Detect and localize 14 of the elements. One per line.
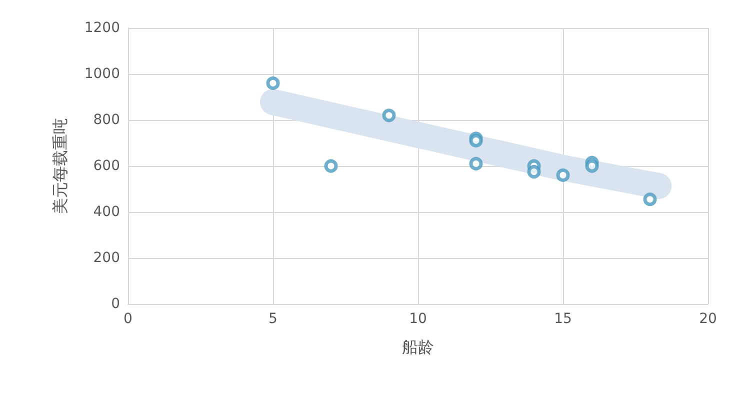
y-tick-label: 800 [93, 112, 120, 128]
x-tick-label: 10 [409, 311, 427, 327]
y-tick-label: 0 [111, 296, 120, 312]
y-tick-label: 200 [93, 250, 120, 266]
y-tick-label: 400 [93, 204, 120, 220]
x-tick-label: 0 [124, 311, 132, 327]
y-axis-title: 美元每载重吨 [50, 118, 70, 214]
x-tick-label: 15 [554, 311, 572, 327]
x-tick-label: 20 [699, 311, 717, 327]
y-tick-label: 1200 [84, 20, 120, 36]
y-tick-label: 600 [93, 158, 120, 174]
x-tick-label: 5 [268, 311, 278, 327]
x-axis-title: 船龄 [402, 338, 434, 356]
y-tick-label: 1000 [84, 66, 120, 82]
